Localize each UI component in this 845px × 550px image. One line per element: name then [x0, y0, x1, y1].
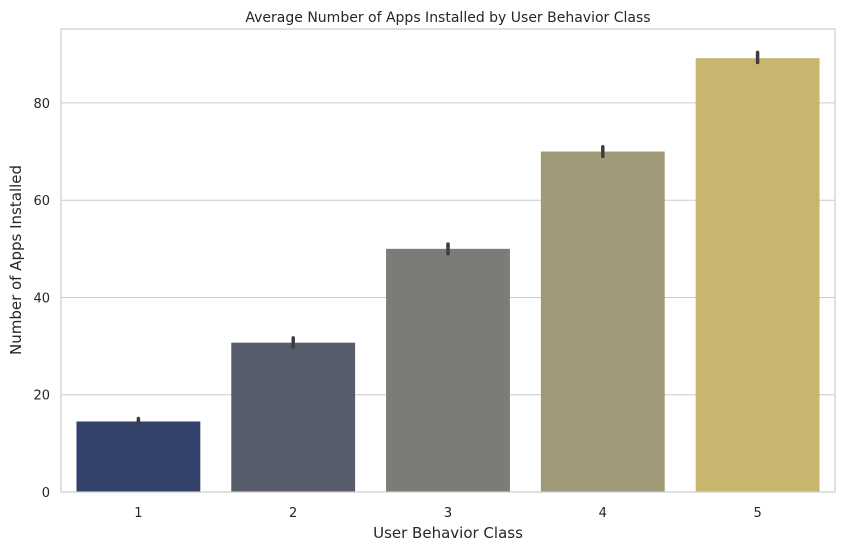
plot-frame — [60, 28, 836, 493]
bar — [76, 421, 201, 492]
chart-title: Average Number of Apps Installed by User… — [245, 10, 650, 26]
y-tick-label: 60 — [33, 194, 50, 209]
bar — [231, 342, 356, 492]
y-axis-label: Number of Apps Installed — [7, 165, 25, 355]
bar — [540, 151, 665, 492]
y-tick-label: 20 — [33, 389, 50, 404]
y-tick-label: 80 — [33, 97, 50, 112]
x-tick-label: 4 — [599, 506, 607, 521]
y-tick-labels: 0 20 40 60 80 — [33, 97, 50, 501]
x-axis-label: User Behavior Class — [373, 524, 523, 542]
bar — [386, 248, 510, 492]
y-tick-label: 0 — [42, 486, 50, 501]
error-bar-group — [136, 50, 760, 426]
x-tick-label: 5 — [753, 506, 761, 521]
bar — [695, 58, 820, 493]
y-tick-label: 40 — [33, 291, 50, 306]
x-tick-label: 1 — [134, 506, 142, 521]
x-tick-label: 3 — [444, 506, 452, 521]
x-tick-labels: 1 2 3 4 5 — [134, 506, 761, 521]
x-tick-label: 2 — [289, 506, 297, 521]
bar-group — [76, 58, 820, 493]
